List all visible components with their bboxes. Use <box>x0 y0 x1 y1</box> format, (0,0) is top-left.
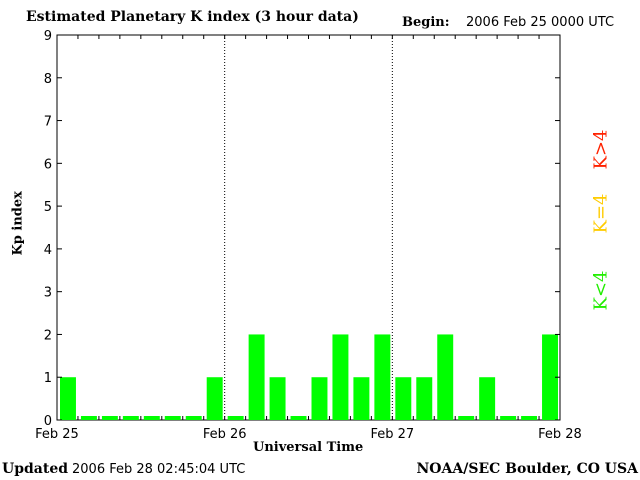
kp-bar <box>143 416 160 420</box>
kp-bar <box>311 377 328 420</box>
y-tick-label: 1 <box>44 371 52 386</box>
kp-bar <box>248 334 265 420</box>
begin-value: 2006 Feb 25 0000 UTC <box>466 15 615 30</box>
chart-title: Estimated Planetary K index (3 hour data… <box>26 9 359 25</box>
kp-bar <box>101 416 118 420</box>
y-tick-label: 3 <box>44 286 52 301</box>
kp-bar <box>395 377 412 420</box>
legend-high: K>4 <box>590 129 612 170</box>
kp-bar <box>290 416 307 420</box>
x-tick-label: Feb 28 <box>538 427 582 442</box>
kp-bar <box>479 377 496 420</box>
kp-bar <box>437 334 454 420</box>
kp-bar <box>521 416 538 420</box>
kp-bar <box>353 377 370 420</box>
legend-mid: K=4 <box>590 193 612 234</box>
kp-bar <box>416 377 433 420</box>
kp-bar <box>206 377 223 420</box>
updated-value: 2006 Feb 28 02:45:04 UTC <box>72 462 246 477</box>
y-tick-label: 8 <box>44 72 52 87</box>
kp-bar <box>332 334 349 420</box>
kp-bar <box>60 377 76 420</box>
x-axis-label: Universal Time <box>253 440 364 455</box>
kp-bar <box>542 334 558 420</box>
y-tick-label: 7 <box>44 115 52 130</box>
plot-frame <box>56 34 561 421</box>
credit: NOAA/SEC Boulder, CO USA <box>416 461 639 477</box>
y-tick-label: 0 <box>44 414 52 429</box>
y-tick-label: 5 <box>44 200 52 215</box>
begin-label: Begin: <box>402 15 450 30</box>
kp-bar <box>164 416 181 420</box>
updated-label: Updated <box>2 461 69 477</box>
y-tick-label: 9 <box>44 29 52 44</box>
kp-bar <box>80 416 97 420</box>
x-tick-label: Feb 27 <box>370 427 414 442</box>
y-tick-label: 2 <box>44 328 52 343</box>
kp-bar <box>185 416 202 420</box>
kp-bar <box>374 334 391 420</box>
y-tick-label: 4 <box>44 243 52 258</box>
kp-bar <box>122 416 139 420</box>
y-tick-label: 6 <box>44 157 52 172</box>
kp-bar <box>500 416 517 420</box>
x-tick-label: Feb 25 <box>35 427 79 442</box>
kp-bar <box>227 416 244 420</box>
kp-bar <box>458 416 475 420</box>
y-axis-label: Kp index <box>10 191 26 256</box>
kp-bar <box>269 377 286 420</box>
x-tick-label: Feb 26 <box>203 427 247 442</box>
legend-low: K<4 <box>590 270 612 311</box>
